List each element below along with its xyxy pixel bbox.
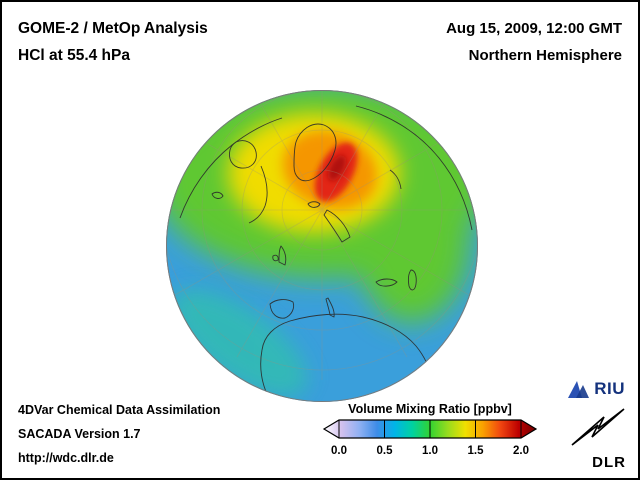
coastline-iceland — [307, 201, 321, 208]
coastline-caspian-sea — [407, 269, 417, 291]
hemisphere-label: Northern Hemisphere — [468, 47, 622, 64]
coastline-black-sea — [375, 278, 398, 287]
coastline-italy — [325, 297, 335, 318]
version-label: SACADA Version 1.7 — [18, 427, 141, 441]
coastline-britain — [278, 245, 287, 266]
assimilation-label: 4DVar Chemical Data Assimilation — [18, 403, 221, 417]
coastline-scandinavia — [323, 209, 351, 243]
dlr-logo-icon — [571, 408, 625, 446]
colorbar-tick-3: 1.5 — [468, 445, 485, 457]
riu-logo-icon — [568, 381, 590, 398]
coastline-iberia — [269, 299, 295, 319]
riu-logo-label: RIU — [594, 379, 625, 398]
riu-logo: RIU — [567, 378, 625, 400]
graticule — [166, 90, 478, 380]
colorbar-tick-marks — [338, 420, 522, 438]
coastline-ireland — [272, 254, 279, 262]
colorbar-tick-4: 2.0 — [513, 445, 529, 457]
coastline-greenland — [293, 123, 337, 182]
coastline-north-america — [179, 117, 283, 219]
coastline-hudson-bay — [229, 140, 257, 169]
colorbar-tick-2: 1.0 — [422, 445, 438, 457]
figure-datetime-block: Aug 15, 2009, 12:00 GMT Northern Hemisph… — [446, 15, 622, 69]
colorbar: 0.0 0.5 1.0 1.5 2.0 — [322, 419, 538, 457]
colorbar-tick-labels: 0.0 0.5 1.0 1.5 2.0 — [331, 445, 529, 457]
instrument-title: GOME-2 / MetOp Analysis — [18, 20, 208, 37]
colorbar-block: Volume Mixing Ratio [ppbv] 0.0 0.5 1.0 1… — [322, 402, 538, 460]
coastline-africa-north — [261, 313, 435, 402]
dlr-logo: DLR — [564, 407, 626, 471]
figure-title-block: GOME-2 / MetOp Analysis HCl at 55.4 hPa — [18, 15, 208, 69]
field-max-core — [327, 155, 347, 181]
credits-block: 4DVar Chemical Data Assimilation SACADA … — [18, 398, 220, 470]
globe-limb — [166, 90, 478, 402]
colorbar-title: Volume Mixing Ratio [ppbv] — [348, 402, 512, 416]
url-label: http://wdc.dlr.de — [18, 451, 114, 465]
field-coastal-band — [170, 289, 308, 397]
species-level-title: HCl at 55.4 hPa — [18, 47, 130, 64]
colorbar-tick-1: 0.5 — [377, 445, 394, 457]
dlr-logo-label: DLR — [592, 454, 626, 471]
coastline-great-lakes — [211, 191, 224, 199]
coastline-novaya-zemlya — [389, 169, 402, 190]
coastline-labrador — [248, 165, 268, 224]
datetime-label: Aug 15, 2009, 12:00 GMT — [446, 20, 622, 37]
coastline-siberia — [355, 105, 473, 231]
colorbar-tick-0: 0.0 — [331, 445, 347, 457]
hemisphere-map — [166, 90, 478, 402]
field-layer — [166, 90, 478, 402]
